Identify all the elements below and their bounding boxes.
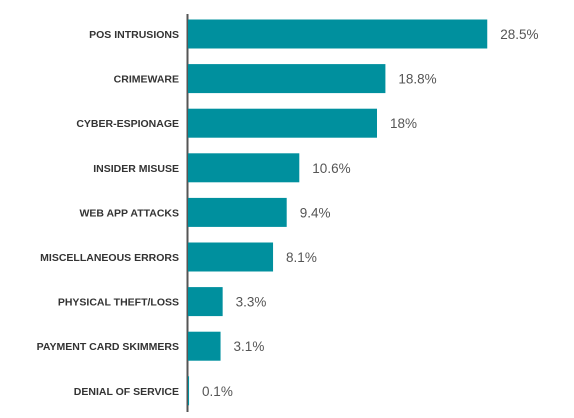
- category-label-denial-of-service: DENIAL OF SERVICE: [74, 386, 179, 398]
- category-label-insider-misuse: INSIDER MISUSE: [93, 163, 179, 175]
- category-label-cyber-espionage: CYBER-ESPIONAGE: [76, 118, 179, 130]
- bar-physical-theft-loss: [188, 287, 223, 317]
- value-label-physical-theft-loss: 3.3%: [236, 295, 267, 310]
- value-label-crimeware: 18.8%: [398, 72, 436, 87]
- bar-denial-of-service: [188, 376, 190, 406]
- category-label-crimeware: CRIMEWARE: [114, 74, 179, 86]
- value-label-payment-card-skimmers: 3.1%: [234, 339, 265, 354]
- bar-crimeware: [188, 64, 386, 94]
- bar-web-app-attacks: [188, 197, 287, 227]
- category-label-physical-theft-loss: PHYSICAL THEFT/LOSS: [58, 297, 179, 309]
- bar-cyber-espionage: [188, 108, 377, 138]
- bar-miscellaneous-errors: [188, 242, 274, 272]
- value-labels-group: 28.5% 18.8% 18% 10.6% 9.4% 8.1% 3.3% 3.1% 0.1%: [202, 27, 538, 399]
- value-label-insider-misuse: 10.6%: [312, 161, 350, 176]
- category-labels-group: POS INTRUSIONS CRIMEWARE CYBER-ESPIONAGE IN…: [37, 29, 179, 398]
- category-label-miscellaneous-errors: MISCELLANEOUS ERRORS: [40, 252, 179, 264]
- value-label-cyber-espionage: 18%: [390, 116, 417, 131]
- value-label-web-app-attacks: 9.4%: [300, 205, 331, 220]
- bar-payment-card-skimmers: [188, 331, 221, 361]
- category-label-payment-card-skimmers: PAYMENT CARD SKIMMERS: [37, 341, 179, 353]
- category-label-pos-intrusions: POS INTRUSIONS: [89, 29, 179, 41]
- bars-group: [188, 19, 488, 406]
- value-label-pos-intrusions: 28.5%: [500, 27, 538, 42]
- bar-insider-misuse: [188, 153, 300, 183]
- value-label-miscellaneous-errors: 8.1%: [286, 250, 317, 265]
- category-label-web-app-attacks: WEB APP ATTACKS: [79, 207, 179, 219]
- value-label-denial-of-service: 0.1%: [202, 384, 233, 399]
- bar-pos-intrusions: [188, 19, 488, 49]
